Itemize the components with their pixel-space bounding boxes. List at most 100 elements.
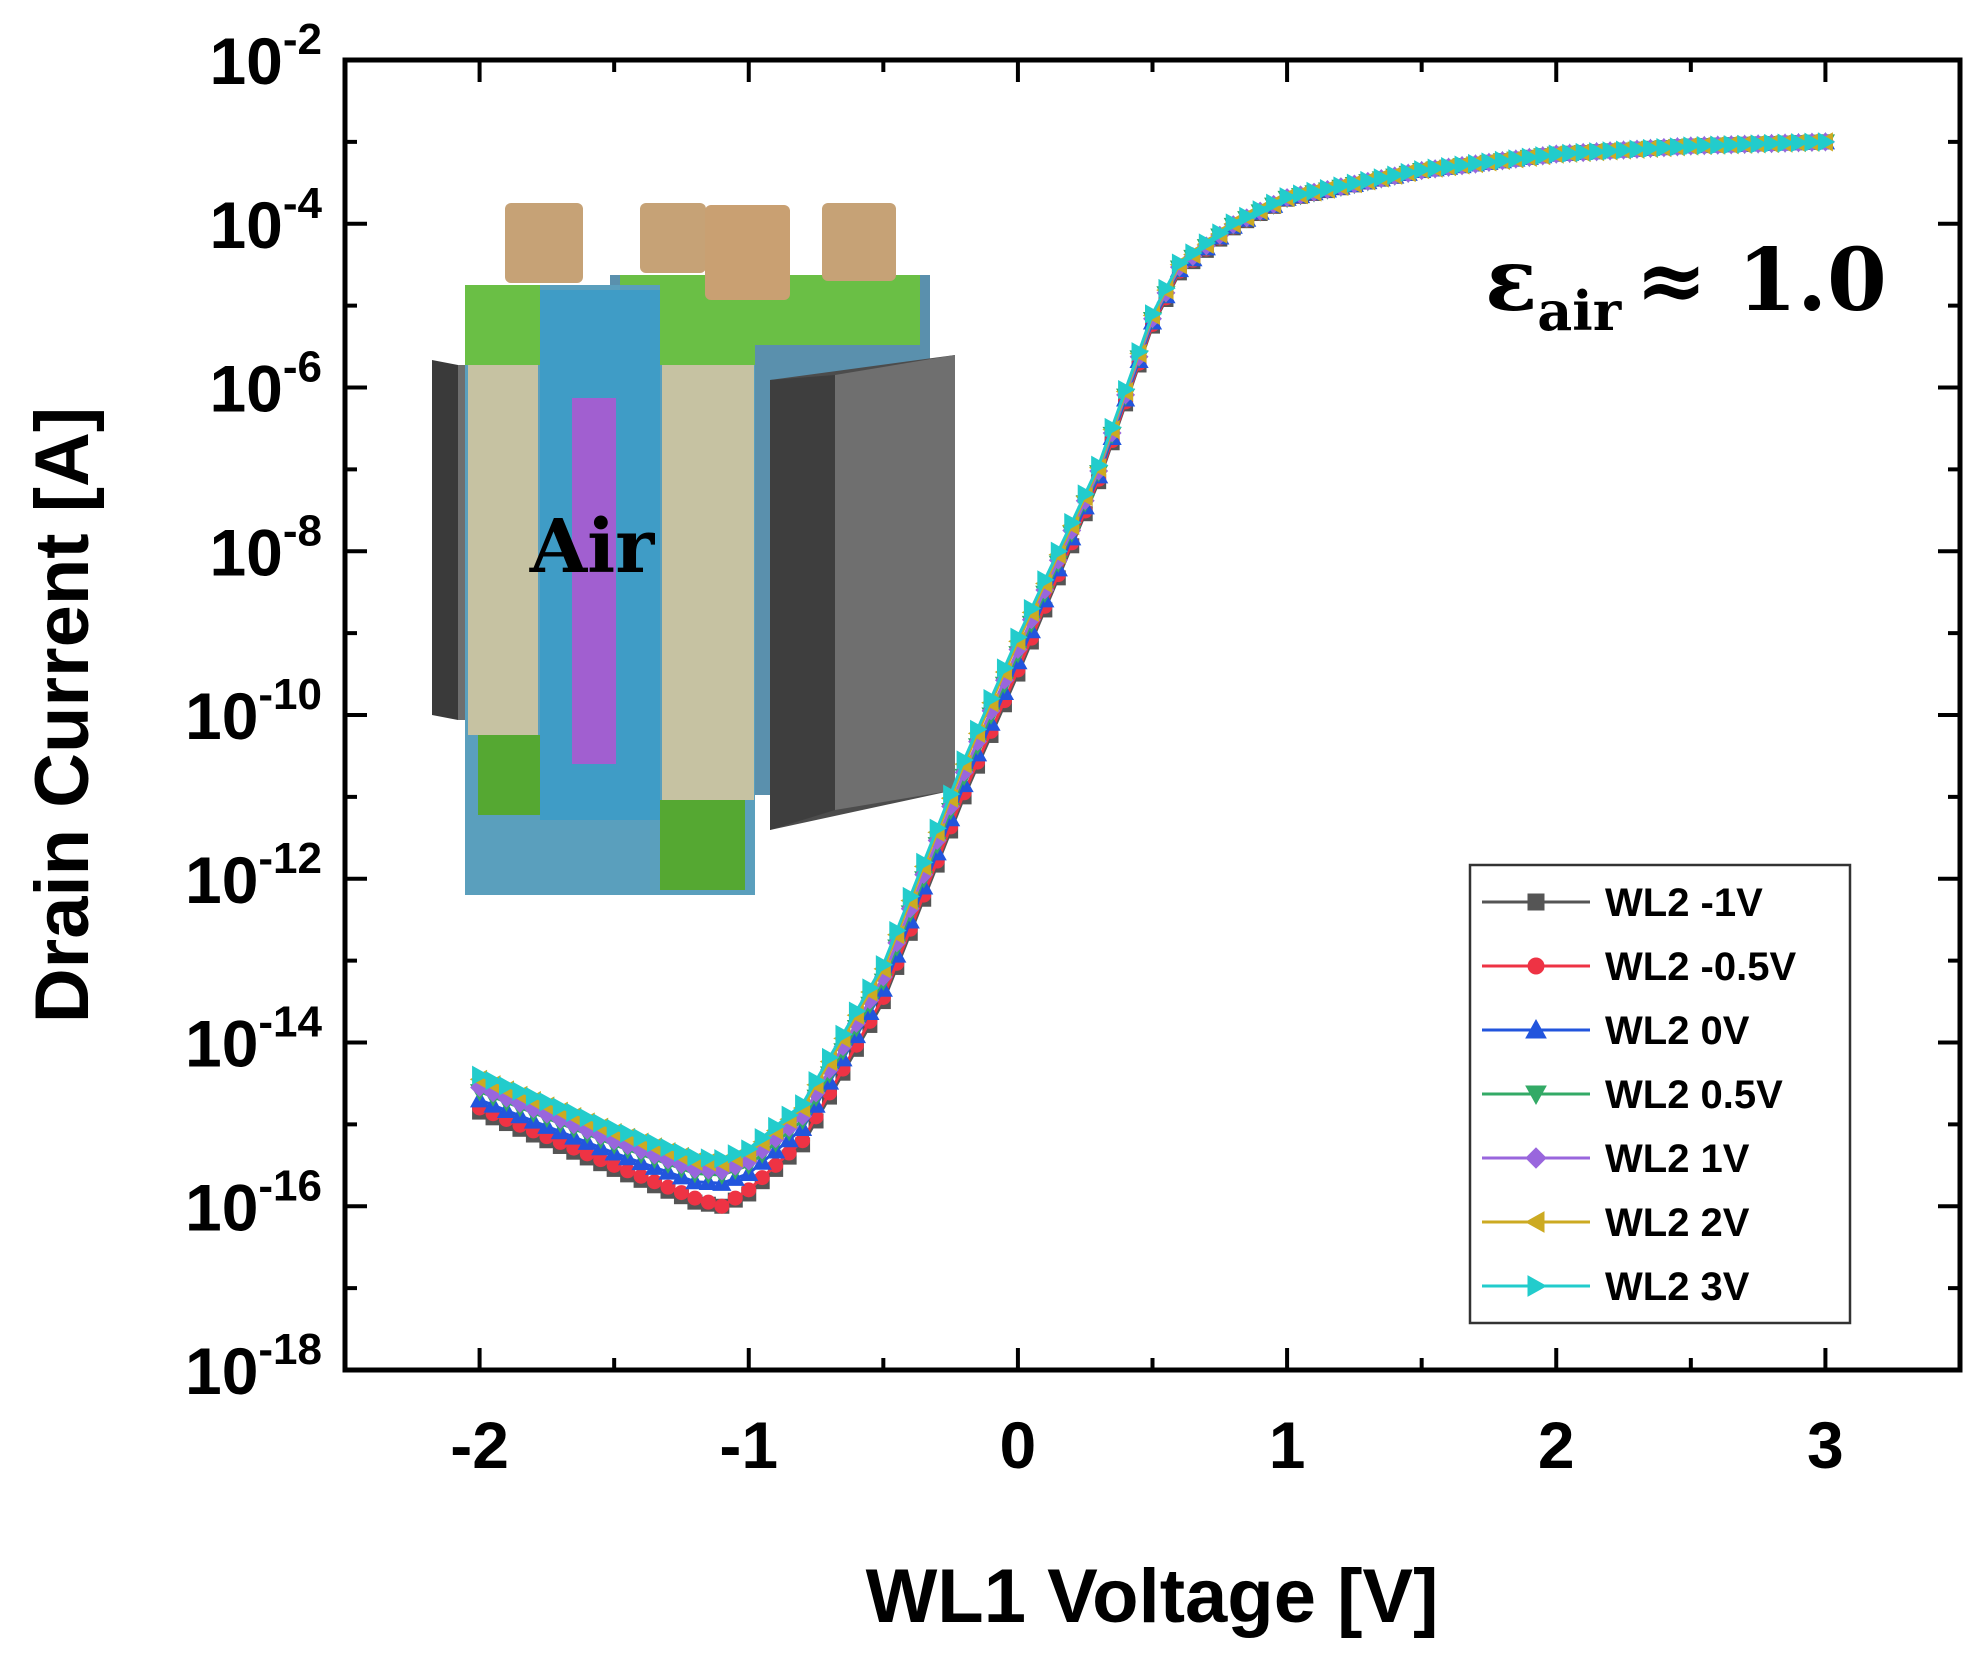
legend-item: WL2 1V	[1482, 1137, 1750, 1181]
data-point	[781, 1105, 799, 1125]
data-point	[512, 1081, 530, 1101]
data-point	[700, 1148, 719, 1168]
data-point	[1266, 193, 1284, 213]
data-point	[1575, 142, 1593, 163]
data-point	[808, 1071, 826, 1091]
data-point	[1145, 304, 1163, 324]
x-axis-title: WL1 Voltage [V]	[866, 1554, 1439, 1639]
y-tick-label-text: 10-8	[209, 506, 322, 589]
data-point	[593, 1113, 611, 1133]
data-point	[1279, 187, 1297, 207]
data-point	[1710, 135, 1728, 155]
data-point	[727, 1190, 743, 1206]
data-point	[660, 1179, 676, 1195]
y-tick-label: 10-18	[185, 1325, 322, 1408]
data-point	[1723, 135, 1741, 155]
data-point	[1521, 147, 1540, 167]
x-tick-label: 2	[1538, 1408, 1575, 1482]
y-tick-label-text: 10-14	[185, 998, 323, 1081]
data-point	[1525, 1085, 1547, 1106]
x-tick-label: 3	[1807, 1408, 1844, 1482]
data-point	[1373, 168, 1392, 188]
data-point	[1441, 157, 1459, 177]
legend-label: WL2 1V	[1605, 1137, 1750, 1181]
data-point	[647, 1174, 663, 1190]
data-point	[956, 750, 974, 770]
data-point	[875, 955, 894, 975]
legend-label: WL2 -0.5V	[1605, 945, 1796, 989]
legend-item: WL2 -0.5V	[1482, 945, 1796, 989]
legend-label: WL2 2V	[1605, 1201, 1750, 1245]
data-point	[1104, 417, 1122, 438]
data-point	[579, 1108, 598, 1128]
data-point	[1131, 342, 1149, 362]
data-point	[1764, 133, 1782, 154]
y-tick-labels: 10-2 10-4 10-6 10-8 10-10 10-12 10-14 10-16 10-1…	[185, 15, 323, 1408]
data-point	[1817, 132, 1836, 152]
annotation-value: ≈ 1.0	[1635, 230, 1887, 331]
data-point	[660, 1137, 678, 1158]
legend-item: WL2 0V	[1482, 1009, 1750, 1053]
permittivity-annotation: εair ≈ 1.0	[1485, 230, 1887, 343]
data-point	[1158, 278, 1176, 299]
data-point	[1669, 137, 1688, 157]
data-point	[754, 1170, 770, 1186]
annotation-symbol: ε	[1485, 230, 1537, 331]
data-point	[1077, 484, 1095, 504]
data-point	[1527, 957, 1545, 975]
data-point	[970, 719, 988, 739]
data-point	[1525, 1018, 1547, 1039]
data-point	[1494, 150, 1513, 170]
inset-air-label: Air	[529, 504, 656, 590]
data-point	[1508, 149, 1526, 169]
legend-item: WL2 2V	[1482, 1201, 1750, 1245]
y-tick-label: 10-8	[209, 506, 322, 589]
x-tick-label: -2	[450, 1408, 509, 1482]
data-point	[768, 1116, 786, 1137]
x-tick-labels: -2 -1 0 1 2 3	[450, 1408, 1844, 1482]
data-point	[943, 784, 961, 804]
data-point	[687, 1147, 705, 1167]
data-point	[862, 978, 880, 998]
y-tick-label-text: 10-4	[209, 179, 322, 262]
legend-item: WL2 3V	[1482, 1265, 1750, 1309]
data-point	[552, 1097, 571, 1117]
data-point	[1037, 570, 1055, 590]
data-point	[1656, 138, 1674, 158]
device-inset-illustration: Air	[432, 203, 955, 895]
y-tick-label: 10-6	[209, 343, 322, 426]
y-tick-label-text: 10-2	[209, 15, 322, 98]
data-point	[1750, 134, 1768, 154]
data-point	[1306, 181, 1324, 201]
data-point	[1525, 1147, 1547, 1169]
data-point	[1562, 143, 1580, 163]
data-point	[902, 886, 921, 907]
y-tick-label-text: 10-10	[185, 670, 322, 753]
data-point	[1524, 1211, 1545, 1233]
data-point	[647, 1133, 665, 1153]
data-point	[1212, 223, 1230, 243]
data-point	[687, 1190, 703, 1206]
data-point	[727, 1144, 746, 1164]
data-point	[620, 1163, 636, 1179]
data-point	[1777, 133, 1795, 153]
data-point	[1481, 152, 1499, 172]
y-tick-label-text: 10-6	[209, 343, 322, 426]
data-point	[1346, 173, 1365, 193]
data-point	[1527, 893, 1545, 911]
data-point	[1023, 598, 1042, 619]
data-point	[539, 1092, 557, 1112]
data-point	[1064, 512, 1082, 533]
y-tick-label: 10-14	[185, 998, 323, 1081]
data-point	[795, 1094, 813, 1114]
x-tick-label: 1	[1269, 1408, 1306, 1482]
data-point	[741, 1139, 759, 1159]
y-tick-label: 10-2	[209, 15, 322, 98]
legend-item: WL2 -1V	[1482, 881, 1763, 925]
data-point	[1468, 153, 1486, 174]
data-point	[929, 818, 947, 838]
y-tick-label: 10-16	[185, 1161, 322, 1244]
series-group	[469, 132, 1836, 1214]
y-tick-label: 10-4	[209, 179, 322, 262]
